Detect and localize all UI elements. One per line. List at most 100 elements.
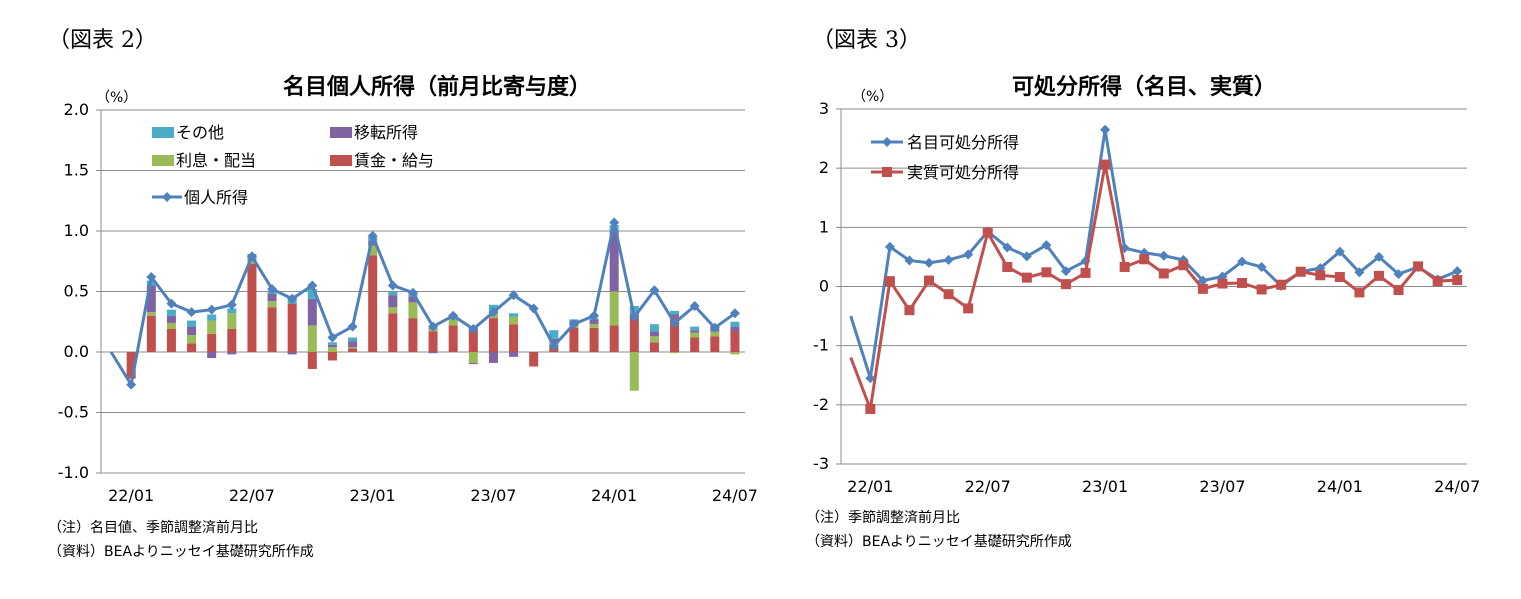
point bbox=[1452, 266, 1463, 277]
bar-segment bbox=[287, 352, 297, 355]
point bbox=[982, 227, 993, 238]
point bbox=[1393, 269, 1404, 280]
point bbox=[1295, 266, 1306, 277]
bar-segment bbox=[267, 293, 277, 302]
bar-segment bbox=[730, 331, 740, 352]
x-tick-label: 24/07 bbox=[712, 486, 758, 505]
point bbox=[246, 251, 257, 262]
x-tick-label: 24/01 bbox=[1317, 477, 1363, 496]
bar-segment bbox=[166, 322, 176, 330]
bar-segment bbox=[146, 315, 156, 352]
bar-segment bbox=[448, 319, 458, 326]
y-tick-label: 0.5 bbox=[64, 282, 89, 301]
bar-segment bbox=[348, 347, 358, 349]
point bbox=[347, 321, 358, 332]
bar-segment bbox=[468, 362, 478, 365]
x-tick-label: 22/01 bbox=[108, 486, 154, 505]
x-tick-label: 23/07 bbox=[1199, 477, 1245, 496]
bar-segment bbox=[207, 352, 217, 359]
point bbox=[387, 280, 398, 291]
bar-segment bbox=[348, 341, 358, 348]
legend-swatch bbox=[152, 127, 174, 138]
bar-segment bbox=[187, 326, 197, 336]
point bbox=[669, 317, 680, 328]
y-tick-label: 0.0 bbox=[64, 342, 89, 361]
bar-segment bbox=[227, 329, 237, 352]
point bbox=[267, 284, 278, 295]
bar-segment bbox=[670, 314, 680, 317]
point bbox=[629, 311, 640, 322]
point bbox=[1178, 260, 1189, 271]
figure-label-3: （図表 3） bbox=[812, 28, 921, 53]
bar-segment bbox=[629, 318, 639, 352]
bar-segment bbox=[609, 231, 619, 292]
bar-segment bbox=[448, 325, 458, 352]
point bbox=[206, 304, 217, 315]
bar-segment bbox=[549, 338, 559, 343]
figure-label-2: （図表 2） bbox=[48, 28, 157, 53]
point bbox=[166, 298, 177, 309]
bar-segment bbox=[609, 325, 619, 352]
y-tick-label: 3 bbox=[819, 99, 829, 118]
point bbox=[884, 241, 895, 252]
bar-segment bbox=[710, 331, 720, 337]
bar-segment bbox=[629, 306, 639, 314]
bar-segment bbox=[207, 320, 217, 334]
point bbox=[1237, 256, 1248, 267]
bar-segment bbox=[549, 330, 559, 339]
bar-segment bbox=[690, 326, 700, 331]
bar-segment bbox=[307, 352, 317, 369]
point bbox=[1002, 261, 1013, 272]
point bbox=[729, 308, 740, 319]
bar-segment bbox=[166, 315, 176, 323]
y-tick-label: 1 bbox=[819, 217, 829, 236]
point bbox=[1432, 276, 1443, 287]
point bbox=[1139, 254, 1150, 265]
y-tick-label: 2.0 bbox=[64, 100, 89, 119]
x-tick-label: 23/01 bbox=[1082, 477, 1128, 496]
point bbox=[1021, 251, 1032, 262]
note-right-1: （注）季節調整済前月比 bbox=[806, 510, 960, 526]
bar-segment bbox=[207, 314, 217, 321]
bar-segment bbox=[509, 313, 519, 317]
x-tick-label: 24/07 bbox=[1434, 477, 1480, 496]
chart-title: 名目個人所得（前月比寄与度） bbox=[283, 74, 591, 100]
x-tick-label: 23/07 bbox=[470, 486, 516, 505]
bar-segment bbox=[408, 296, 418, 303]
x-tick-label: 22/07 bbox=[965, 477, 1011, 496]
point bbox=[367, 230, 378, 241]
bar-segment bbox=[287, 303, 297, 352]
point bbox=[963, 303, 974, 314]
bar-segment bbox=[307, 298, 317, 326]
point bbox=[468, 324, 479, 335]
x-tick-label: 23/01 bbox=[350, 486, 396, 505]
bar-segment bbox=[368, 240, 378, 246]
point bbox=[1197, 275, 1208, 286]
bar-segment bbox=[589, 327, 599, 352]
bar-segment bbox=[307, 289, 317, 299]
point bbox=[1060, 279, 1071, 290]
bar-segment bbox=[327, 342, 337, 345]
bar-segment bbox=[187, 343, 197, 352]
y-axis-unit: （%） bbox=[96, 90, 137, 106]
bar-segment bbox=[569, 327, 579, 352]
y-tick-label: 1.5 bbox=[64, 161, 89, 180]
point bbox=[1334, 246, 1345, 257]
legend-label: 名目可処分所得 bbox=[907, 133, 1019, 152]
point bbox=[287, 293, 298, 304]
bar-segment bbox=[368, 255, 378, 352]
bar-segment bbox=[629, 352, 639, 391]
legend-label: 個人所得 bbox=[184, 188, 248, 207]
bar-segment bbox=[710, 336, 720, 352]
bar-segment bbox=[187, 335, 197, 344]
bar-segment bbox=[166, 309, 176, 316]
bar-segment bbox=[227, 313, 237, 330]
bar-segment bbox=[327, 344, 337, 348]
point bbox=[1256, 261, 1267, 272]
point bbox=[1158, 268, 1169, 279]
bar-segment bbox=[488, 318, 498, 352]
point bbox=[488, 307, 499, 318]
bar-segment bbox=[146, 285, 156, 313]
y-tick-label: -1.0 bbox=[58, 463, 89, 482]
point bbox=[689, 301, 700, 312]
